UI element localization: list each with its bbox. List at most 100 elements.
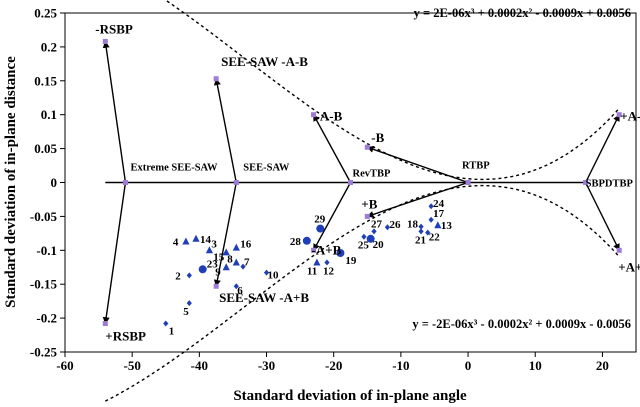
data-point-diamond xyxy=(361,233,367,240)
data-point-triangle xyxy=(222,248,230,256)
data-point-diamond xyxy=(418,228,424,235)
reference-point-label: SEE-SAW -A+B xyxy=(219,290,309,305)
y-tick-label: 0.25 xyxy=(34,6,57,21)
data-point-label: 8 xyxy=(227,254,233,266)
data-point-triangle xyxy=(182,237,190,245)
data-point-label: 20 xyxy=(373,239,385,251)
data-point-label: 4 xyxy=(173,236,179,248)
reference-point-label: +B xyxy=(361,196,377,211)
reference-point-label: Extreme SEE-SAW xyxy=(130,163,218,174)
transition-arrow xyxy=(366,146,469,184)
reference-point-label: RevTBP xyxy=(353,169,392,180)
data-point-circle xyxy=(302,236,311,245)
data-point-label: 25 xyxy=(358,240,370,252)
data-point-diamond xyxy=(240,263,246,270)
transition-arrow xyxy=(102,182,127,325)
reference-point-marker xyxy=(364,213,370,219)
reference-point-label: -RSBP xyxy=(95,21,133,36)
reference-point-label: +A-B xyxy=(620,109,640,124)
reference-point-marker xyxy=(311,247,317,253)
reference-point-marker xyxy=(213,76,219,82)
data-point-diamond xyxy=(418,223,424,230)
reference-point-label: RTBP xyxy=(462,161,490,172)
y-tick-label: -0.05 xyxy=(30,209,58,224)
reference-point-marker xyxy=(233,180,239,185)
reference-point-marker xyxy=(583,180,589,185)
data-point-label: 2 xyxy=(175,270,181,282)
reference-point-marker xyxy=(364,144,370,150)
data-point-label: 19 xyxy=(345,255,357,267)
data-point-diamond xyxy=(428,216,434,223)
reference-point-marker xyxy=(465,180,471,185)
data-point-circle xyxy=(366,234,375,243)
reference-point-marker xyxy=(616,112,622,118)
data-point-diamond xyxy=(163,320,169,327)
y-tick-label: 0.15 xyxy=(34,73,57,88)
y-tick-label: -0.1 xyxy=(36,243,57,258)
transition-arrow xyxy=(366,181,469,218)
data-point-label: 12 xyxy=(323,266,335,278)
lower-trend-curve xyxy=(104,184,620,402)
data-point-label: 16 xyxy=(240,239,252,251)
data-point-label: 23 xyxy=(207,258,219,270)
lower-equation: y = -2E-06x³ - 0.0002x² + 0.0009x - 0.00… xyxy=(412,317,631,331)
data-point-label: 17 xyxy=(433,208,445,220)
reference-point-marker xyxy=(102,38,108,44)
data-point-circle xyxy=(336,249,345,258)
data-point-label: 27 xyxy=(371,218,383,230)
y-tick-label: 0.05 xyxy=(34,141,57,156)
reference-point-marker xyxy=(122,180,128,185)
reference-point-marker xyxy=(213,283,219,289)
data-point-diamond xyxy=(425,229,431,236)
x-tick-label: -60 xyxy=(56,358,73,373)
data-point-triangle xyxy=(313,258,321,266)
data-point-label: 24 xyxy=(433,198,445,210)
upper-equation: y = 2E-06x³ + 0.0002x² - 0.0009x + 0.005… xyxy=(414,6,631,20)
data-point-label: 3 xyxy=(211,238,217,250)
data-point-label: 21 xyxy=(415,234,426,246)
data-point-diamond xyxy=(263,269,270,276)
x-tick-label: -10 xyxy=(392,358,409,373)
data-point-triangle xyxy=(222,263,230,271)
y-tick-label: -0.2 xyxy=(36,311,57,326)
data-point-label: 18 xyxy=(407,219,419,231)
upper-trend-curve xyxy=(164,0,620,181)
y-tick-label: -0.25 xyxy=(30,345,58,360)
data-point-triangle xyxy=(205,246,214,254)
data-point-diamond xyxy=(428,203,434,210)
y-tick-label: 0.2 xyxy=(41,39,57,54)
data-point-label: 29 xyxy=(314,214,326,226)
data-point-label: 1 xyxy=(169,326,175,338)
x-tick-label: 0 xyxy=(465,358,472,373)
transition-arrow xyxy=(584,182,620,251)
transition-arrow xyxy=(312,182,352,251)
data-point-diamond xyxy=(384,224,391,231)
reference-point-marker xyxy=(616,247,622,253)
data-point-diamond xyxy=(324,259,330,266)
y-tick-label: 0 xyxy=(51,175,58,190)
data-point-label: 7 xyxy=(244,257,250,269)
data-point-diamond xyxy=(371,228,377,235)
data-point-label: 5 xyxy=(183,306,189,318)
transition-arrow xyxy=(213,182,237,287)
y-axis-title: Standard deviation of in-plane distance xyxy=(3,56,19,308)
x-tick-label: -30 xyxy=(258,358,275,373)
reference-point-label: -A-B xyxy=(316,109,343,124)
data-point-label: 6 xyxy=(237,285,243,297)
data-point-label: 10 xyxy=(268,270,280,282)
data-point-circle xyxy=(198,265,207,274)
data-point-triangle xyxy=(192,234,200,242)
reference-point-label: SBPDTBP xyxy=(586,179,634,190)
data-point-label: 22 xyxy=(429,232,441,244)
reference-point-marker xyxy=(311,112,317,118)
transition-arrow xyxy=(102,40,127,183)
data-point-label: 15 xyxy=(213,251,225,263)
data-point-label: 9 xyxy=(215,266,221,278)
data-point-triangle xyxy=(232,243,240,251)
data-point-triangle xyxy=(434,221,442,229)
x-tick-label: -50 xyxy=(124,358,141,373)
y-tick-label: 0.1 xyxy=(41,107,57,122)
transition-arrow xyxy=(584,114,620,183)
data-point-label: 26 xyxy=(389,219,401,231)
